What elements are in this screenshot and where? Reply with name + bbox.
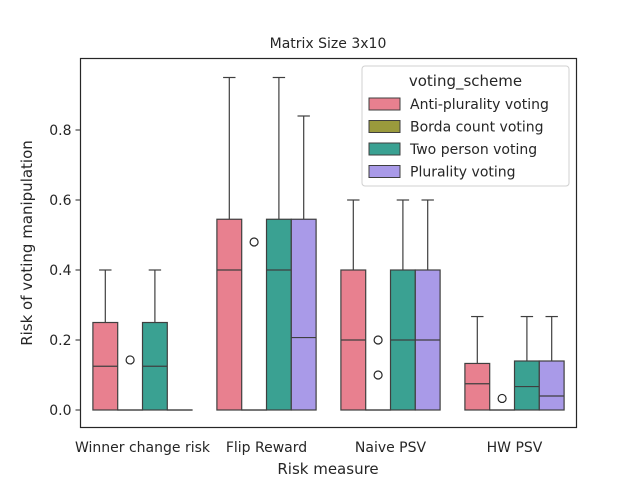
y-tick-label: 0.2 xyxy=(49,333,71,349)
x-tick-label: Winner change risk xyxy=(75,440,211,456)
box-group xyxy=(265,76,292,411)
x-axis-label: Risk measure xyxy=(277,460,378,478)
x-tick-label: HW PSV xyxy=(487,440,543,456)
y-axis: 0.0 0.2 0.4 0.6 0.8 xyxy=(49,123,81,419)
box-group xyxy=(513,315,540,411)
outlier-point xyxy=(249,237,259,247)
box-group xyxy=(464,315,491,411)
axes-frame xyxy=(79,57,578,429)
box-group xyxy=(538,315,565,411)
box-group xyxy=(414,199,441,411)
y-tick-label: 0.4 xyxy=(49,263,71,279)
x-axis: Winner change risk Flip Reward Naive PSV HW… xyxy=(75,440,543,456)
legend-item: Borda count voting xyxy=(368,120,544,136)
outlier-point xyxy=(373,335,383,345)
legend-label: Anti-plurality voting xyxy=(410,97,549,113)
outlier-point xyxy=(125,355,135,365)
y-tick-label: 0.6 xyxy=(49,193,71,209)
box-group xyxy=(92,269,119,411)
x-tick-label: Naive PSV xyxy=(355,440,427,456)
y-tick-label: 0.8 xyxy=(49,123,71,139)
y-axis-label: Risk of voting manipulation xyxy=(18,140,36,346)
x-tick-label: Flip Reward xyxy=(226,440,307,456)
box xyxy=(265,218,292,411)
outlier-point xyxy=(497,393,507,404)
legend-label: Plurality voting xyxy=(410,165,516,181)
box xyxy=(538,360,565,411)
legend-frame xyxy=(361,65,570,187)
legend-item: Anti-plurality voting xyxy=(368,97,549,113)
plot-area xyxy=(92,76,565,411)
box-group xyxy=(216,76,243,411)
box-group xyxy=(389,199,416,411)
box-group xyxy=(141,269,168,411)
legend-swatch xyxy=(368,165,401,178)
legend-swatch xyxy=(368,97,401,111)
box-group xyxy=(117,355,144,411)
box-group xyxy=(241,237,268,411)
legend-swatch xyxy=(368,120,401,133)
chart-title: Matrix Size 3x10 xyxy=(270,36,387,52)
box-group xyxy=(340,199,367,411)
y-tick-label: 0.0 xyxy=(49,403,71,419)
legend-item: Plurality voting xyxy=(368,165,516,181)
legend-label: Borda count voting xyxy=(410,120,544,136)
box-group xyxy=(365,335,392,411)
box xyxy=(464,362,491,411)
box xyxy=(513,360,540,411)
box xyxy=(216,218,243,411)
legend-label: Two person voting xyxy=(409,142,537,158)
box-group xyxy=(489,393,516,411)
legend-item: Two person voting xyxy=(368,142,537,158)
box-group xyxy=(290,115,317,411)
legend: voting_scheme Anti-plurality voting Borda … xyxy=(361,65,570,187)
box xyxy=(290,218,317,411)
outlier-point xyxy=(373,370,383,380)
legend-title: voting_scheme xyxy=(409,72,522,91)
legend-swatch xyxy=(368,142,401,156)
